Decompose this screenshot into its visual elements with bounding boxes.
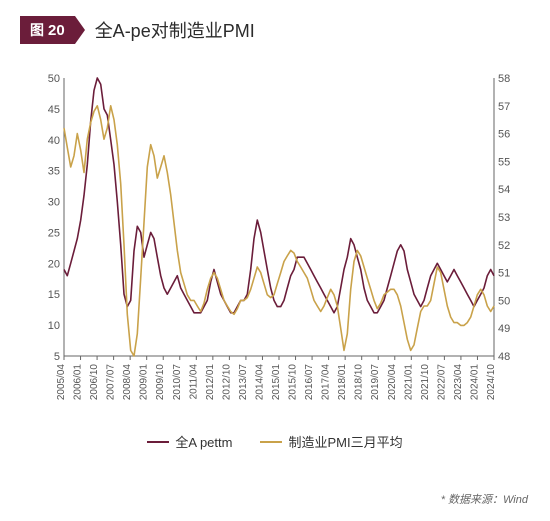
svg-text:50: 50 [48,73,60,85]
svg-text:2024/10: 2024/10 [486,364,497,401]
svg-text:51: 51 [498,268,510,280]
svg-text:50: 50 [498,295,510,307]
svg-text:2011/04: 2011/04 [188,364,199,400]
svg-text:56: 56 [498,129,510,141]
svg-text:2012/10: 2012/10 [221,364,232,401]
svg-text:2009/10: 2009/10 [155,364,166,401]
dual-axis-line-chart: 5 10 15 20 25 30 35 40 45 50 48 49 50 51 52 53 54 55 56 57 5… [36,72,522,422]
chart-area: 5 10 15 20 25 30 35 40 45 50 48 49 50 51 52 53 54 55 56 57 5… [36,72,522,422]
legend-label-pmi: 制造业PMI三月平均 [288,432,402,451]
svg-text:2021/10: 2021/10 [420,364,431,401]
svg-text:48: 48 [498,351,510,363]
svg-text:2019/07: 2019/07 [370,364,381,401]
figure-badge: 图 20 [20,16,75,44]
svg-text:45: 45 [48,104,60,116]
svg-text:2005/04: 2005/04 [56,364,67,401]
svg-text:35: 35 [48,166,60,178]
svg-text:2009/01: 2009/01 [139,364,150,401]
svg-text:2015/01: 2015/01 [271,364,282,401]
svg-text:2013/07: 2013/07 [238,364,249,401]
svg-text:40: 40 [48,135,60,147]
figure-card: 图 20 全A-pe对制造业PMI 5 10 15 20 25 30 35 40 45 50 48 4… [0,0,550,521]
svg-text:2022/07: 2022/07 [436,364,447,401]
svg-text:2006/10: 2006/10 [89,364,100,401]
figure-title: 全A-pe对制造业PMI [95,17,255,43]
svg-text:2018/10: 2018/10 [354,364,365,401]
svg-text:25: 25 [48,227,60,239]
figure-header: 图 20 全A-pe对制造业PMI [0,0,550,50]
svg-text:2010/07: 2010/07 [172,364,183,401]
svg-text:53: 53 [498,212,510,224]
svg-text:10: 10 [48,320,60,332]
figure-number: 20 [48,22,65,39]
svg-text:2016/07: 2016/07 [304,364,315,401]
legend-item-pmi: 制造业PMI三月平均 [260,432,402,451]
svg-text:2007/07: 2007/07 [106,364,117,401]
legend-item-pe: 全A pettm [147,432,232,451]
svg-text:2021/01: 2021/01 [403,364,414,401]
svg-text:20: 20 [48,258,60,270]
svg-text:2008/04: 2008/04 [122,364,133,401]
svg-text:2014/04: 2014/04 [254,364,265,401]
svg-text:55: 55 [498,156,510,168]
svg-text:2023/04: 2023/04 [453,364,464,401]
svg-text:2015/10: 2015/10 [288,364,299,401]
legend-label-pe: 全A pettm [175,432,232,451]
svg-text:57: 57 [498,101,510,113]
svg-text:58: 58 [498,73,510,85]
data-source: * 数据来源：Wind [441,491,528,507]
svg-text:2024/01: 2024/01 [469,364,480,401]
svg-text:2017/04: 2017/04 [321,364,332,401]
legend: 全A pettm 制造业PMI三月平均 [0,432,550,451]
svg-text:49: 49 [498,323,510,335]
legend-swatch-pe [147,441,169,443]
svg-text:2006/01: 2006/01 [73,364,84,401]
svg-text:52: 52 [498,240,510,252]
figure-label-prefix: 图 [30,20,44,40]
svg-text:2018/01: 2018/01 [337,364,348,401]
svg-text:30: 30 [48,197,60,209]
svg-text:2020/04: 2020/04 [387,364,398,401]
svg-text:5: 5 [54,351,60,363]
svg-text:2012/01: 2012/01 [205,364,216,401]
legend-swatch-pmi [260,441,282,443]
svg-text:54: 54 [498,184,510,196]
svg-text:15: 15 [48,289,60,301]
